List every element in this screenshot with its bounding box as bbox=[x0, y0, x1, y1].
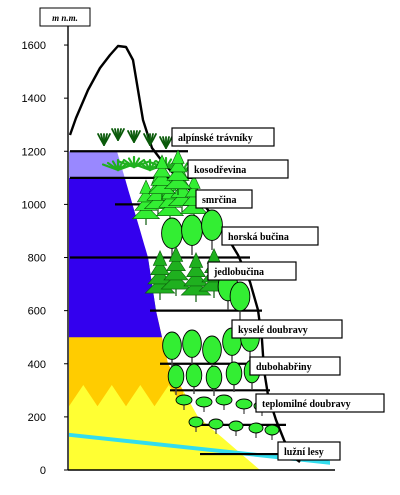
deciduous-tree bbox=[167, 364, 185, 395]
deciduous-tree bbox=[201, 209, 223, 250]
elevation-axis: m n.m. 0 200 400 600 800 1000 1200 1400 1600 bbox=[22, 7, 335, 477]
y-tick-label: 1200 bbox=[22, 146, 46, 158]
zone-labels: alpínské trávníky kosodřevina smrčina horsk… bbox=[171, 127, 385, 461]
broad-tree bbox=[264, 424, 280, 440]
conifer-tree bbox=[147, 154, 177, 200]
alpine-grass-tuft bbox=[159, 136, 173, 149]
belt-subalpine bbox=[69, 151, 125, 178]
axis-unit-label: m n.m. bbox=[52, 13, 78, 23]
zone-label-box: lužní lesy bbox=[277, 441, 341, 461]
zone-label-text: kosodřevina bbox=[194, 165, 246, 176]
deciduous-tree bbox=[205, 365, 223, 396]
y-tick-label: 0 bbox=[40, 465, 46, 477]
broad-tree bbox=[228, 420, 244, 436]
deciduous-tree bbox=[229, 281, 251, 320]
zone-label-box: teplomilné doubravy bbox=[255, 393, 385, 413]
zone-label-text: kyselé doubravy bbox=[238, 325, 308, 336]
zone-label-box: horská bučina bbox=[221, 226, 319, 246]
zone-label-text: jedlobučina bbox=[213, 267, 264, 278]
alpine-grass-tuft bbox=[97, 133, 111, 146]
conifer-tree bbox=[144, 250, 176, 300]
zone-label-text: lužní lesy bbox=[284, 447, 324, 458]
zone-label-box: alpínské trávníky bbox=[171, 127, 275, 147]
y-tick-label: 600 bbox=[28, 306, 46, 318]
deciduous-tree bbox=[181, 214, 203, 255]
axis-unit-box bbox=[39, 7, 91, 27]
broad-tree bbox=[175, 394, 193, 410]
zone-label-text: teplomilné doubravy bbox=[262, 399, 351, 410]
alpine-grass-tuft bbox=[143, 133, 157, 146]
y-tick-label: 1600 bbox=[22, 40, 46, 52]
y-tick-label: 1400 bbox=[22, 93, 46, 105]
zone-label-box: smrčina bbox=[195, 189, 253, 209]
deciduous-tree bbox=[225, 361, 243, 392]
zone-label-text: alpínské trávníky bbox=[178, 133, 253, 144]
deciduous-tree bbox=[182, 329, 202, 366]
zone-label-text: horská bučina bbox=[228, 232, 289, 243]
deciduous-tree bbox=[161, 217, 183, 258]
belt-luzni-lesy bbox=[69, 432, 330, 465]
y-tick-label: 400 bbox=[28, 359, 46, 371]
conifer-tree bbox=[163, 149, 193, 195]
alpine-grass-tuft bbox=[111, 128, 125, 141]
broad-tree bbox=[248, 422, 264, 438]
broad-tree bbox=[235, 398, 253, 414]
zone-label-text: dubohabřiny bbox=[256, 362, 312, 373]
zone-label-box: dubohabřiny bbox=[249, 356, 341, 376]
alpine-grass-tuft bbox=[127, 130, 141, 143]
zone-label-box: kyselé doubravy bbox=[231, 319, 343, 339]
conifer-tree bbox=[160, 246, 192, 296]
zone-label-text: smrčina bbox=[202, 195, 236, 206]
broad-tree bbox=[208, 418, 224, 434]
broad-tree bbox=[195, 396, 213, 412]
y-tick-label: 800 bbox=[28, 253, 46, 265]
deciduous-tree bbox=[185, 363, 203, 394]
y-tick-label: 200 bbox=[28, 412, 46, 424]
zone-label-box: jedlobučina bbox=[207, 261, 297, 281]
broad-tree bbox=[188, 416, 204, 432]
deciduous-tree bbox=[162, 331, 182, 368]
broad-tree bbox=[215, 394, 233, 410]
y-tick-label: 1000 bbox=[22, 199, 46, 211]
zone-label-box: kosodřevina bbox=[187, 159, 289, 179]
belt-fills bbox=[69, 151, 330, 470]
